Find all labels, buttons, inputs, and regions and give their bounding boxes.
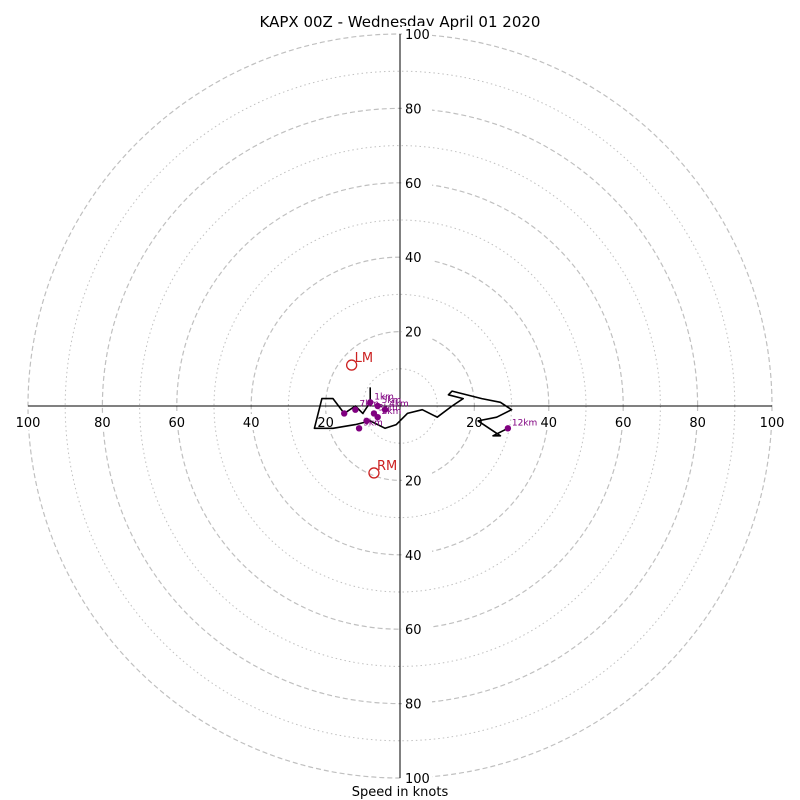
x-tick-label: 80: [94, 416, 111, 431]
height-marker-label: 12km: [512, 418, 537, 428]
y-tick-label: 100: [405, 772, 430, 787]
y-tick-label: 60: [405, 177, 422, 192]
storm-motion-rm-marker: [368, 467, 380, 479]
wind-profile: [313, 387, 513, 437]
y-tick-bg: [402, 472, 432, 489]
x-tick-label: 40: [243, 416, 260, 431]
storm-motion-markers: LM RM: [345, 351, 397, 479]
height-marker-point: [355, 425, 363, 432]
y-tick-bg: [402, 174, 432, 191]
x-tick-bg: [758, 414, 786, 430]
x-tick-label: 100: [760, 416, 785, 431]
y-tick-label: 80: [405, 698, 422, 713]
y-tick-bg: [402, 323, 432, 340]
x-tick-bg: [14, 414, 42, 430]
storm-motion-lm-label: LM: [355, 351, 373, 366]
y-tick-label: 40: [405, 549, 422, 564]
height-marker-label: 9km: [363, 418, 383, 428]
height-marker-point: [381, 406, 389, 413]
axes: [28, 34, 772, 778]
height-marker-label: 4km: [389, 400, 409, 410]
height-marker-label: 3km: [378, 403, 398, 413]
x-tick-bg: [609, 414, 638, 430]
x-tick-label: 60: [615, 416, 632, 431]
y-tick-bg: [402, 100, 432, 117]
y-tick-bg: [402, 546, 432, 563]
x-tick-bg: [534, 414, 563, 430]
tick-labels: 100 80 60 40 20 20 40 60 80 100 100 80 60 40 20 20 40 60 8…: [14, 26, 786, 787]
x-tick-bg: [162, 414, 191, 430]
y-tick-label: 100: [405, 28, 430, 43]
wind-profile-line: [313, 387, 513, 437]
y-tick-label: 80: [405, 102, 422, 117]
y-tick-bg: [402, 26, 432, 42]
x-tick-bg: [683, 414, 712, 430]
height-markers: 7km1km5km4km3km2km9km12km: [341, 392, 537, 432]
x-tick-label: 80: [689, 416, 706, 431]
chart-title: KAPX 00Z - Wednesday April 01 2020: [260, 13, 541, 31]
height-marker-point: [341, 410, 348, 417]
y-tick-bg: [402, 695, 432, 712]
height-marker-label: 2km: [382, 407, 402, 417]
height-marker-point: [352, 406, 359, 413]
height-marker-label: 1km: [374, 392, 394, 402]
x-tick-label: 40: [541, 416, 558, 431]
x-axis-label: Speed in knots: [352, 785, 449, 800]
x-tick-bg: [237, 414, 266, 430]
height-marker-point: [367, 399, 374, 406]
x-tick-bg: [88, 414, 117, 430]
y-tick-bg: [402, 770, 432, 786]
height-marker-label: 5km: [382, 396, 402, 406]
height-marker-point: [374, 402, 381, 410]
x-tick-bg: [311, 414, 340, 430]
height-marker-point: [374, 413, 381, 421]
x-tick-label: 20: [317, 416, 334, 431]
x-tick-label: 60: [169, 416, 186, 431]
y-tick-label: 20: [405, 326, 422, 341]
storm-motion-lm-marker: [345, 359, 358, 371]
x-tick-label: 20: [466, 416, 483, 431]
y-tick-label: 40: [405, 251, 422, 266]
y-tick-bg: [402, 249, 432, 266]
y-tick-label: 60: [405, 623, 422, 638]
y-tick-label: 20: [405, 474, 422, 489]
y-tick-bg: [402, 621, 432, 638]
x-tick-label: 100: [16, 416, 41, 431]
storm-motion-rm-label: RM: [377, 459, 397, 474]
x-tick-bg: [460, 414, 489, 430]
height-marker-point: [363, 417, 370, 425]
height-marker-point: [504, 425, 512, 432]
